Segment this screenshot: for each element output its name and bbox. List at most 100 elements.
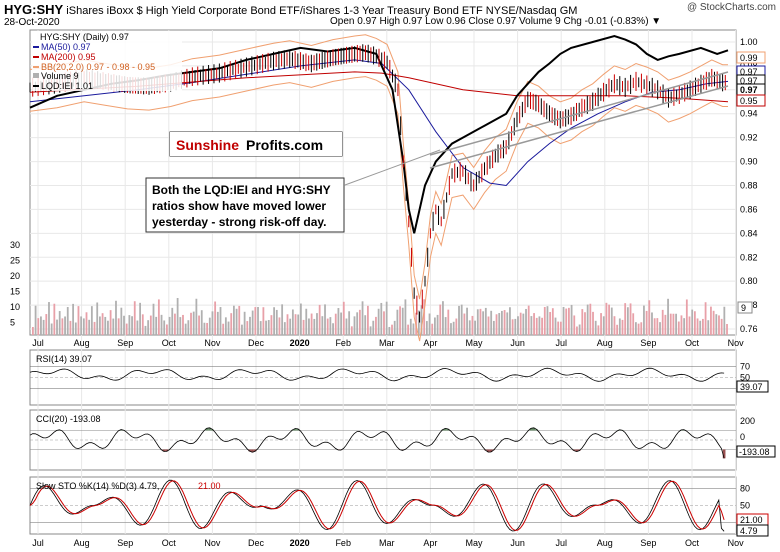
- volume-bar: [404, 299, 407, 335]
- volume-bar: [680, 315, 683, 335]
- volume-bar: [222, 323, 225, 335]
- price-tag: 0.97: [740, 76, 758, 86]
- volume-bar: [316, 313, 318, 335]
- rsi-line: [29, 367, 725, 382]
- rsi-label: RSI(14) 39.07: [36, 354, 92, 364]
- price-tick-label: 0.80: [740, 276, 758, 286]
- sto-k-line: [29, 479, 725, 532]
- rsi-tick-label: 70: [740, 362, 750, 372]
- volume-bar: [543, 306, 546, 335]
- month-label: Dec: [248, 338, 265, 348]
- volume-bar: [710, 306, 712, 335]
- volume-bar: [648, 300, 651, 335]
- watermark: @ StockCharts.com: [686, 2, 776, 13]
- volume-bar: [707, 320, 710, 335]
- legend-bb: BB(20,2.0) 0.97 - 0.98 - 0.95: [41, 62, 155, 72]
- volume-bar: [439, 304, 442, 335]
- sto-tick-label: 80: [740, 483, 750, 493]
- month-label-bottom: Aug: [597, 538, 613, 548]
- month-label: Nov: [204, 338, 221, 348]
- volume-bar: [37, 318, 40, 335]
- volume-bar: [613, 316, 616, 335]
- volume-bar: [305, 308, 308, 335]
- volume-bar: [190, 312, 192, 335]
- month-label-bottom: Nov: [728, 538, 745, 548]
- annotation-line-3: yesterday - strong risk-off day.: [152, 215, 327, 229]
- volume-bar: [501, 310, 503, 335]
- series-ma-200-: [29, 71, 729, 103]
- volume-bar: [241, 324, 243, 335]
- volume-bar: [133, 301, 136, 335]
- volume-bar: [176, 297, 179, 335]
- volume-bar: [412, 323, 415, 335]
- volume-bar: [211, 311, 214, 335]
- volume-bar: [275, 309, 278, 335]
- chart-date: 28-Oct-2020: [4, 17, 60, 28]
- volume-bar: [503, 310, 506, 335]
- volume-bar: [546, 306, 549, 335]
- volume-bar: [166, 324, 168, 335]
- volume-bar: [541, 317, 543, 335]
- trend-channel: [344, 71, 729, 186]
- description: iShares iBoxx $ High Yield Corporate Bon…: [66, 5, 578, 17]
- volume-bar: [664, 314, 667, 335]
- volume-bar: [525, 308, 527, 335]
- price-tag: 0.97: [740, 67, 758, 77]
- volume-bar: [699, 320, 702, 335]
- volume-bar: [246, 321, 249, 335]
- legend-main: HYG:SHY (Daily) 0.97: [40, 32, 129, 42]
- volume-bar: [227, 321, 230, 335]
- grid: [30, 30, 737, 534]
- annotation-callout: Both the LQD:IEI and HYG:SHY ratios show…: [145, 177, 345, 233]
- rsi-tag-box: [736, 380, 769, 393]
- volume-bar: [388, 326, 391, 335]
- sto-tick-label: 50: [740, 501, 750, 511]
- volume-bar: [61, 318, 64, 335]
- volume-bar: [243, 311, 246, 335]
- volume-bar: [549, 311, 552, 335]
- volume-bar: [458, 305, 460, 335]
- callout-pointer: [344, 149, 441, 186]
- volume-bar: [444, 317, 447, 335]
- volume-bar: [450, 323, 452, 335]
- volume-bar: [492, 320, 495, 335]
- volume-bar: [594, 320, 597, 335]
- volume-bar: [484, 307, 487, 335]
- volume-bar: [466, 307, 468, 335]
- bb-lower-line: [29, 76, 728, 342]
- volume-bar: [238, 305, 241, 335]
- volume-bar: [621, 319, 624, 335]
- month-label-bottom: Oct: [685, 538, 700, 548]
- volume-bar: [514, 318, 517, 335]
- month-label-bottom: Apr: [423, 538, 437, 548]
- volume-bar: [265, 320, 267, 335]
- volume-bar: [527, 305, 530, 335]
- volume-bar: [600, 313, 602, 335]
- volume-bar: [423, 299, 426, 335]
- volume-bar: [369, 326, 372, 335]
- volume-bar: [267, 320, 270, 335]
- volume-bar: [353, 316, 356, 335]
- volume-bar: [637, 323, 640, 335]
- month-label: Jul: [32, 338, 44, 348]
- volume-bar: [77, 306, 80, 335]
- volume-bar: [656, 318, 659, 335]
- legend-ma200: MA(200) 0.95: [41, 52, 96, 62]
- month-label-bottom: Oct: [162, 538, 177, 548]
- volume-bar: [605, 302, 608, 335]
- month-label: Sep: [640, 338, 656, 348]
- cci-tick-label: 200: [740, 416, 755, 426]
- volume-bar: [93, 321, 96, 335]
- volume-bar: [101, 313, 104, 335]
- volume-bar: [372, 320, 375, 335]
- sto-tag-k: 4.79: [740, 526, 758, 536]
- volume-bar: [195, 298, 198, 335]
- legend-box: [32, 31, 182, 91]
- volume-bar: [297, 314, 300, 335]
- volume-bar: [131, 316, 133, 335]
- volume-bar: [592, 311, 594, 335]
- price-tick-label: 0.84: [740, 228, 758, 238]
- volume-bar: [584, 312, 586, 335]
- volume-bar: [182, 314, 184, 335]
- volume-bar: [723, 306, 726, 335]
